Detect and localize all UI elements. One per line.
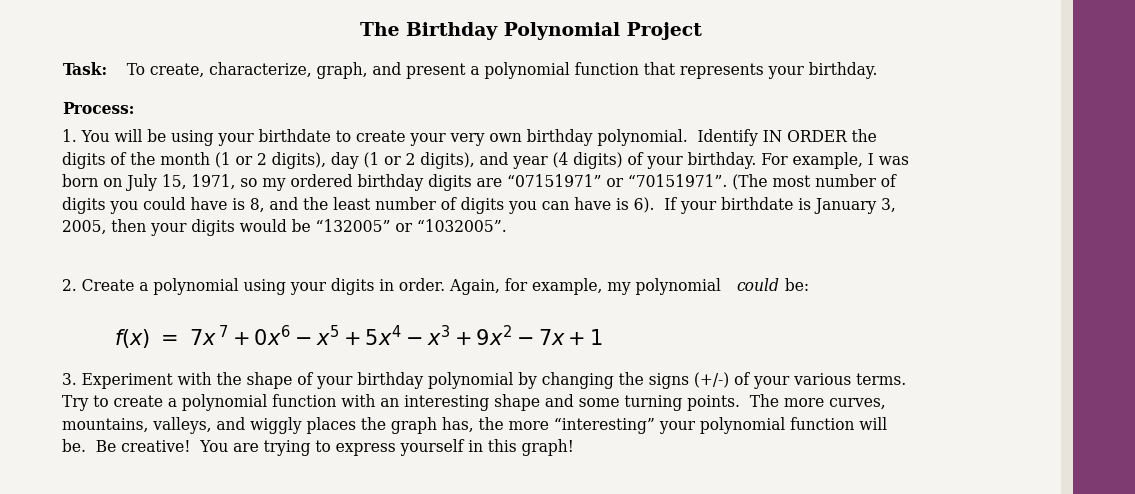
Text: could: could (737, 278, 780, 294)
Text: 1. You will be using your birthdate to create your very own birthday polynomial.: 1. You will be using your birthdate to c… (62, 129, 909, 236)
Text: be:: be: (780, 278, 809, 294)
Text: Process:: Process: (62, 101, 135, 118)
Text: 2. Create a polynomial using your digits in order. Again, for example, my polyno: 2. Create a polynomial using your digits… (62, 278, 726, 294)
Text: To create, characterize, graph, and present a polynomial function that represent: To create, characterize, graph, and pres… (117, 62, 877, 79)
Text: $f(x) \ = \ 7x\,^{7} + 0x^{6} - x^{5} + 5x^{4} - x^{3} + 9x^{2} - 7x + 1$: $f(x) \ = \ 7x\,^{7} + 0x^{6} - x^{5} + … (114, 324, 603, 352)
Text: The Birthday Polynomial Project: The Birthday Polynomial Project (360, 22, 701, 40)
FancyBboxPatch shape (0, 0, 1061, 494)
FancyBboxPatch shape (1073, 0, 1135, 494)
Text: Task:: Task: (62, 62, 108, 79)
Text: 3. Experiment with the shape of your birthday polynomial by changing the signs (: 3. Experiment with the shape of your bir… (62, 372, 907, 456)
